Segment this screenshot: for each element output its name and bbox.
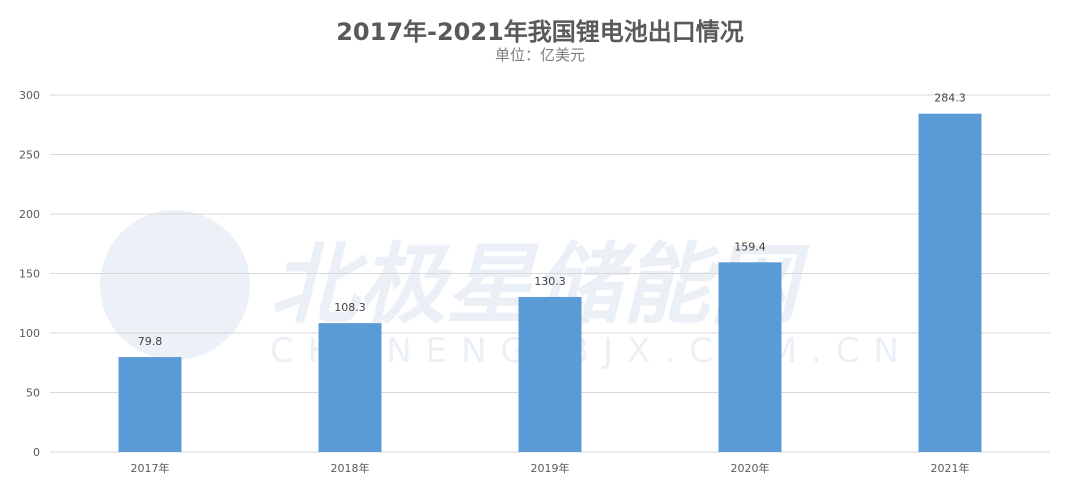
data-label: 79.8 [138, 335, 163, 348]
data-label: 108.3 [334, 301, 366, 314]
y-tick-label: 50 [26, 387, 40, 400]
x-tick-label: 2021年 [931, 461, 970, 475]
y-tick-label: 0 [33, 446, 40, 459]
y-tick-label: 100 [19, 327, 40, 340]
data-label: 159.4 [734, 240, 766, 253]
data-label: 130.3 [534, 275, 566, 288]
x-tick-label: 2019年 [531, 461, 570, 475]
bar [718, 262, 782, 452]
chart-subtitle: 单位：亿美元 [494, 46, 585, 64]
x-tick-label: 2017年 [131, 461, 170, 475]
x-tick-label: 2020年 [731, 461, 770, 475]
bar [318, 323, 382, 452]
x-tick-label: 2018年 [331, 461, 370, 475]
data-label: 284.3 [934, 92, 966, 105]
bar [118, 357, 182, 452]
y-tick-label: 200 [19, 208, 40, 221]
bar [518, 296, 582, 452]
y-tick-label: 250 [19, 149, 40, 162]
y-tick-label: 150 [19, 268, 40, 281]
y-tick-label: 300 [19, 89, 40, 102]
chart-title: 2017年-2021年我国锂电池出口情况 [336, 18, 744, 46]
bar [918, 113, 982, 453]
